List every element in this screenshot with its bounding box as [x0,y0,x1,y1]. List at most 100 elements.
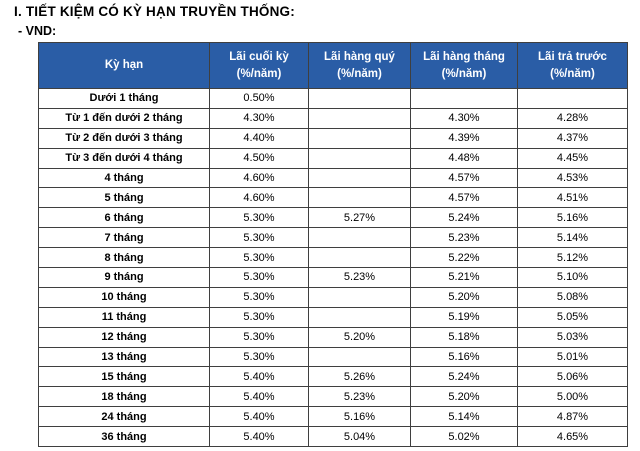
term-cell: Dưới 1 tháng [38,88,210,109]
term-cell: 18 tháng [38,386,210,408]
table-row: 18 tháng 5.40% 5.23% 5.20% 5.00% [38,386,628,408]
table-row: 7 tháng 5.30% 5.23% 5.14% [38,227,628,249]
rate-cell: 5.12% [517,247,628,269]
rate-cell [308,247,411,269]
term-cell: 12 tháng [38,326,210,348]
rate-cell: 4.57% [410,167,518,189]
rate-cell: 4.60% [209,187,309,209]
rate-cell: 5.27% [308,207,411,229]
column-header-label: Lãi hàng quý [324,50,395,63]
rate-cell [308,346,411,368]
table-row: 4 tháng 4.60% 4.57% 4.53% [38,167,628,189]
column-header-unit: (%/năm) [337,67,382,80]
term-cell: Từ 1 đến dưới 2 tháng [38,107,210,129]
rate-cell: 5.22% [410,247,518,269]
rate-cell: 4.45% [517,147,628,169]
rate-cell: 5.23% [308,386,411,408]
rate-cell: 5.03% [517,326,628,348]
column-header: Kỳ hạn [38,42,210,89]
rate-cell [410,88,518,109]
column-header: Lãi hàng quý (%/năm) [308,42,411,89]
rate-cell: 5.16% [308,406,411,428]
rate-cell: 5.18% [410,326,518,348]
rate-cell: 5.30% [209,286,309,308]
term-cell: 24 tháng [38,406,210,428]
header-row: Kỳ hạn Lãi cuối kỳ (%/năm) Lãi hàng quý (%/n… [38,42,628,89]
rate-cell: 4.37% [517,127,628,149]
rate-cell [308,187,411,209]
table-row: 6 tháng 5.30% 5.27% 5.24% 5.16% [38,207,628,229]
column-header-unit: (%/năm) [236,67,282,80]
table-row: 10 tháng 5.30% 5.20% 5.08% [38,286,628,308]
rate-cell: 5.24% [410,366,518,388]
rate-cell: 4.48% [410,147,518,169]
rate-cell: 4.50% [209,147,309,169]
column-header-label: Lãi hàng tháng [423,50,505,63]
column-header-unit: (%/năm) [550,67,595,80]
table-row: 24 tháng 5.40% 5.16% 5.14% 4.87% [38,406,628,428]
column-header: Lãi trả trước (%/năm) [517,42,628,89]
rate-cell [308,227,411,249]
column-header: Lãi hàng tháng (%/năm) [410,42,518,89]
rate-cell: 5.26% [308,366,411,388]
rate-cell: 5.30% [209,207,309,229]
table-row: 15 tháng 5.40% 5.26% 5.24% 5.06% [38,366,628,388]
rate-cell: 5.30% [209,227,309,249]
rate-cell: 5.19% [410,306,518,328]
interest-rate-table: Kỳ hạn Lãi cuối kỳ (%/năm) Lãi hàng quý (%/n… [38,42,628,448]
rate-cell: 5.30% [209,247,309,269]
column-header-label: Lãi cuối kỳ [229,50,289,63]
rate-cell: 5.00% [517,386,628,408]
rate-cell [308,127,411,149]
rate-cell: 5.30% [209,306,309,328]
column-header-label: Lãi trả trước [538,50,607,63]
rate-cell: 4.51% [517,187,628,209]
rate-cell: 4.87% [517,406,628,428]
term-cell: 7 tháng [38,227,210,249]
table-row: 5 tháng 4.60% 4.57% 4.51% [38,187,628,209]
rate-cell: 5.16% [410,346,518,368]
column-header-unit: (%/năm) [441,67,487,80]
rate-cell: 5.30% [209,346,309,368]
rate-cell [308,306,411,328]
term-cell: 5 tháng [38,187,210,209]
table-row: Dưới 1 tháng 0.50% [38,88,628,109]
rate-cell: 5.23% [308,267,411,288]
table-row: Từ 3 đến dưới 4 tháng 4.50% 4.48% 4.45% [38,147,628,169]
rate-cell: 4.40% [209,127,309,149]
rate-cell: 5.01% [517,346,628,368]
rate-cell: 4.60% [209,167,309,189]
column-header: Lãi cuối kỳ (%/năm) [209,42,309,89]
rate-cell: 5.20% [410,286,518,308]
term-cell: 10 tháng [38,286,210,308]
term-cell: Từ 2 đến dưới 3 tháng [38,127,210,149]
rate-cell: 5.10% [517,267,628,288]
rate-cell [308,147,411,169]
table-header: Kỳ hạn Lãi cuối kỳ (%/năm) Lãi hàng quý (%/n… [38,42,628,89]
rate-cell: 5.06% [517,366,628,388]
rate-cell: 4.28% [517,107,628,129]
table-row: 11 tháng 5.30% 5.19% 5.05% [38,306,628,328]
rate-cell [517,88,628,109]
rate-cell: 4.39% [410,127,518,149]
rate-cell: 5.20% [308,326,411,348]
rate-cell: 4.53% [517,167,628,189]
rate-cell: 0.50% [209,88,309,109]
page-title: I. TIẾT KIỆM CÓ KỲ HẠN TRUYỀN THỐNG: [14,4,295,19]
rate-cell [308,167,411,189]
table-body: Dưới 1 tháng 0.50% Từ 1 đến dưới 2 tháng 4.… [38,88,628,448]
rate-cell [308,88,411,109]
table-row: 13 tháng 5.30% 5.16% 5.01% [38,346,628,368]
rate-cell [308,107,411,129]
rate-cell: 4.30% [209,107,309,129]
rate-cell: 5.40% [209,386,309,408]
column-header-label: Kỳ hạn [104,59,144,72]
term-cell: 4 tháng [38,167,210,189]
term-cell: 11 tháng [38,306,210,328]
rate-cell: 5.04% [308,426,411,448]
currency-label: - VND: [18,24,57,38]
table-row: Từ 2 đến dưới 3 tháng 4.40% 4.39% 4.37% [38,127,628,149]
term-cell: 6 tháng [38,207,210,229]
rate-cell: 5.02% [410,426,518,448]
